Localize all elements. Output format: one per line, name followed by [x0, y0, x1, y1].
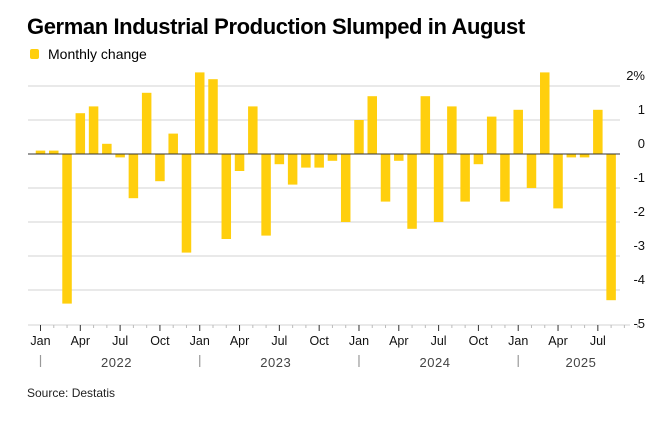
bar	[115, 154, 125, 158]
bar	[553, 154, 563, 209]
bar	[194, 72, 205, 154]
y-tick-label: 0	[638, 136, 645, 151]
x-year-label: 2024	[420, 355, 451, 370]
bar	[314, 154, 324, 168]
x-tick-label: Jul	[271, 334, 287, 348]
chart-title: German Industrial Production Slumped in …	[27, 14, 525, 39]
x-tick-label: Oct	[150, 334, 170, 348]
bar	[460, 154, 470, 202]
y-tick-label: -5	[633, 316, 645, 331]
bar	[287, 154, 298, 185]
bar	[540, 72, 550, 154]
bar	[566, 154, 577, 158]
x-tick-label: Apr	[230, 334, 249, 348]
bar	[500, 154, 510, 202]
y-tick-label: 2%	[626, 68, 645, 83]
bar	[340, 154, 351, 222]
bar	[579, 154, 590, 158]
bar	[526, 154, 537, 188]
bar	[128, 154, 139, 199]
bar	[248, 106, 258, 154]
legend: Monthly change	[30, 46, 147, 62]
x-tick-label: Jul	[112, 334, 128, 348]
x-tick-label: Apr	[71, 334, 90, 348]
x-tick-label: Apr	[548, 334, 567, 348]
y-tick-label: -1	[633, 170, 645, 185]
bar	[102, 143, 112, 154]
bar	[447, 106, 457, 154]
bar	[486, 116, 497, 154]
bar	[35, 150, 46, 154]
x-tick-label: Jan	[508, 334, 528, 348]
x-tick-label: Jan	[349, 334, 369, 348]
bar	[367, 96, 377, 154]
bar	[407, 154, 417, 229]
bar	[208, 79, 218, 154]
x-tick-label: Jan	[190, 334, 210, 348]
x-tick-label: Oct	[309, 334, 329, 348]
y-tick-label: 1	[638, 102, 645, 117]
bar	[141, 92, 152, 154]
bar	[420, 96, 431, 154]
bar	[62, 154, 72, 304]
y-tick-label: -4	[633, 272, 645, 287]
x-year-label: 2025	[565, 355, 596, 370]
legend-label: Monthly change	[48, 46, 147, 62]
bar	[261, 154, 271, 236]
x-year-label: 2023	[260, 355, 291, 370]
bar	[181, 154, 192, 253]
bar	[301, 154, 311, 168]
bar	[606, 154, 616, 301]
bar	[593, 109, 603, 154]
source-note: Source: Destatis	[27, 386, 116, 400]
y-tick-label: -2	[633, 204, 645, 219]
x-tick-label: Jul	[431, 334, 447, 348]
bar	[354, 120, 364, 154]
bar	[513, 109, 523, 154]
x-year-label: 2022	[101, 355, 132, 370]
x-tick-label: Oct	[469, 334, 489, 348]
bar	[221, 154, 232, 239]
bar	[394, 154, 404, 161]
bar	[274, 154, 285, 165]
x-tick-label: Jul	[590, 334, 606, 348]
bar	[473, 154, 484, 165]
y-tick-label: -3	[633, 238, 645, 253]
bar	[168, 133, 178, 154]
bar	[234, 154, 245, 171]
bar	[380, 154, 391, 202]
legend-swatch	[30, 49, 39, 59]
bar	[155, 154, 165, 182]
bar	[433, 154, 444, 222]
bar	[327, 154, 338, 161]
bar	[75, 113, 86, 154]
bar	[49, 150, 59, 154]
x-tick-label: Apr	[389, 334, 408, 348]
x-tick-label: Jan	[30, 334, 50, 348]
bar	[88, 106, 99, 154]
